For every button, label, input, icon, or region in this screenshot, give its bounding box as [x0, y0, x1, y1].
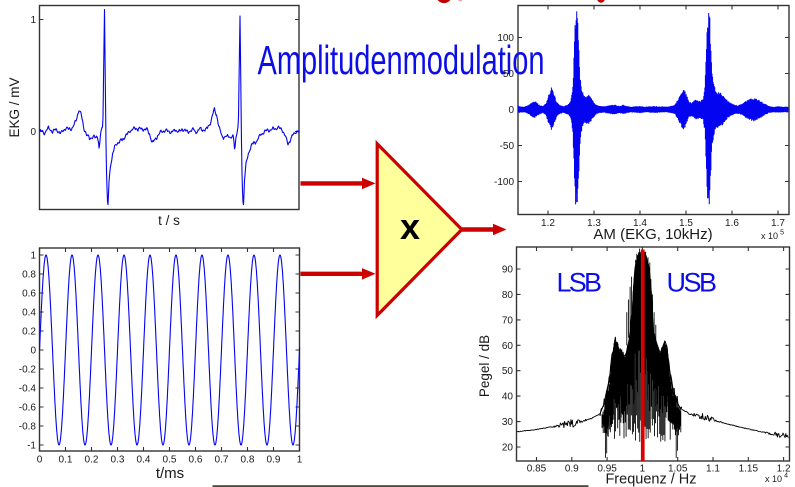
svg-text:x 10: x 10 [761, 231, 778, 241]
svg-text:0.6: 0.6 [189, 455, 203, 466]
svg-text:t/ms: t/ms [156, 465, 184, 482]
svg-text:30: 30 [502, 417, 514, 428]
svg-text:1.6: 1.6 [725, 218, 739, 229]
svg-text:1: 1 [297, 455, 303, 466]
svg-text:-0.6: -0.6 [19, 403, 37, 414]
svg-text:0.9: 0.9 [565, 464, 579, 475]
svg-text:-0.8: -0.8 [19, 422, 37, 433]
svg-text:0.8: 0.8 [22, 270, 36, 281]
svg-text:5: 5 [780, 230, 784, 237]
svg-text:0.9: 0.9 [267, 455, 281, 466]
svg-text:1.7: 1.7 [771, 218, 785, 229]
svg-text:1.3: 1.3 [587, 218, 601, 229]
svg-text:0.1: 0.1 [59, 455, 73, 466]
svg-text:-0.2: -0.2 [19, 365, 37, 376]
svg-text:0: 0 [30, 346, 36, 357]
svg-text:0: 0 [30, 127, 36, 138]
svg-text:0.7: 0.7 [215, 455, 229, 466]
svg-text:1.05: 1.05 [668, 464, 688, 475]
svg-text:0.8: 0.8 [241, 455, 255, 466]
svg-text:-50: -50 [500, 141, 515, 152]
svg-text:Pegel / dB: Pegel / dB [477, 335, 492, 397]
svg-text:EKG / mV: EKG / mV [7, 77, 22, 137]
svg-text:0.5: 0.5 [163, 455, 177, 466]
svg-text:0: 0 [508, 105, 514, 116]
svg-text:Amplitudenmodulation: Amplitudenmodulation [258, 37, 545, 83]
svg-text:100: 100 [497, 33, 514, 44]
svg-text:0.4: 0.4 [22, 308, 36, 319]
svg-text:0.95: 0.95 [597, 464, 617, 475]
svg-text:1: 1 [30, 251, 36, 262]
svg-text:Frequenz / Hz: Frequenz / Hz [605, 472, 696, 487]
svg-text:0.4: 0.4 [137, 455, 151, 466]
svg-text:1.1: 1.1 [706, 464, 720, 475]
svg-text:1: 1 [640, 464, 646, 475]
svg-text:-100: -100 [494, 177, 514, 188]
svg-text:1.2: 1.2 [777, 464, 791, 475]
svg-text:4: 4 [784, 473, 788, 480]
svg-text:60: 60 [502, 341, 514, 352]
svg-text:-0.4: -0.4 [19, 384, 37, 395]
svg-text:50: 50 [503, 69, 515, 80]
svg-text:AM (EKG, 10kHz): AM (EKG, 10kHz) [593, 226, 712, 243]
svg-text:0.3: 0.3 [111, 455, 125, 466]
svg-text:USB: USB [667, 268, 718, 298]
svg-text:0.2: 0.2 [22, 327, 36, 338]
svg-text:80: 80 [502, 290, 514, 301]
svg-text:0: 0 [37, 455, 43, 466]
svg-text:1.5: 1.5 [679, 218, 693, 229]
svg-text:x: x [400, 206, 420, 247]
svg-text:t / s: t / s [158, 213, 180, 228]
svg-text:70: 70 [502, 315, 514, 326]
svg-text:LSB: LSB [557, 268, 603, 298]
svg-text:1: 1 [30, 15, 36, 26]
svg-text:0.2: 0.2 [85, 455, 99, 466]
svg-text:1.15: 1.15 [739, 464, 759, 475]
svg-text:-1: -1 [27, 441, 36, 452]
svg-text:1.4: 1.4 [633, 218, 647, 229]
svg-text:20: 20 [502, 443, 514, 454]
svg-text:x 10: x 10 [765, 474, 782, 484]
svg-text:0.85: 0.85 [527, 464, 547, 475]
svg-text:1.2: 1.2 [541, 218, 555, 229]
svg-text:0.6: 0.6 [22, 289, 36, 300]
svg-text:50: 50 [502, 366, 514, 377]
svg-text:40: 40 [502, 392, 514, 403]
svg-text:90: 90 [502, 265, 514, 276]
